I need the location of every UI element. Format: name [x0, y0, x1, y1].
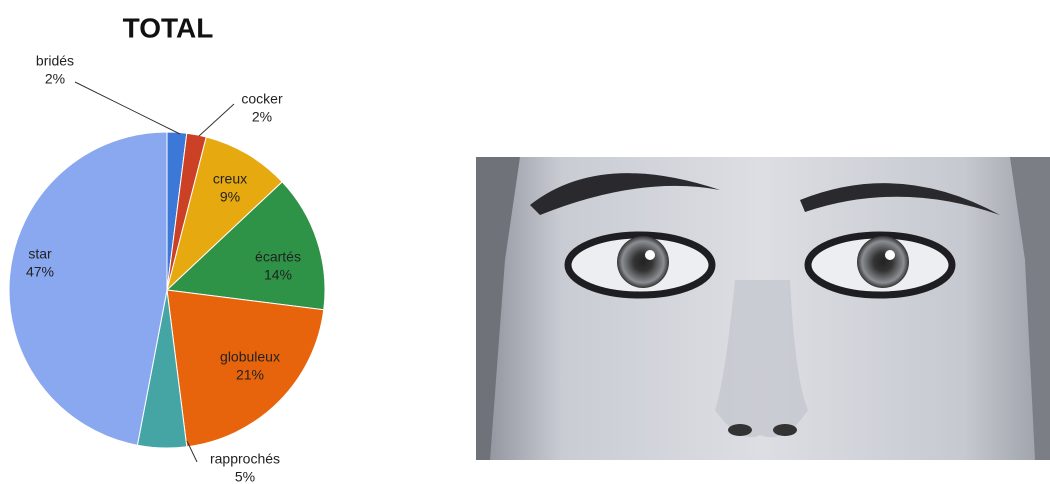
- value-label: 14%: [264, 267, 292, 283]
- value-label: 5%: [235, 469, 255, 484]
- slice-label: rapprochés: [210, 451, 280, 467]
- value-label: 2%: [252, 109, 272, 125]
- value-label: 21%: [236, 367, 264, 383]
- value-label: 47%: [26, 264, 54, 280]
- slice-label: creux: [213, 171, 247, 187]
- slice-label: bridés: [36, 53, 74, 69]
- leader-line: [74, 81, 181, 135]
- slice-label: cocker: [241, 91, 283, 107]
- labels: bridés 2% cocker 2% creux 9% écartés 14% globule…: [26, 53, 301, 484]
- slice-label: globuleux: [220, 349, 280, 365]
- slice-label: star: [28, 246, 52, 262]
- pie-slice: [8, 131, 168, 446]
- pie-slice: [166, 136, 283, 292]
- value-label: 2%: [45, 71, 65, 87]
- slice-label: écartés: [255, 249, 301, 265]
- leader-line: [198, 103, 235, 137]
- pie-slice: [166, 289, 325, 448]
- value-label: 9%: [220, 189, 240, 205]
- pie-slice: [165, 181, 326, 311]
- leader-line: [186, 440, 198, 463]
- chart-title: TOTAL: [123, 12, 214, 43]
- face-photo: [476, 157, 1050, 460]
- pie: [8, 131, 326, 449]
